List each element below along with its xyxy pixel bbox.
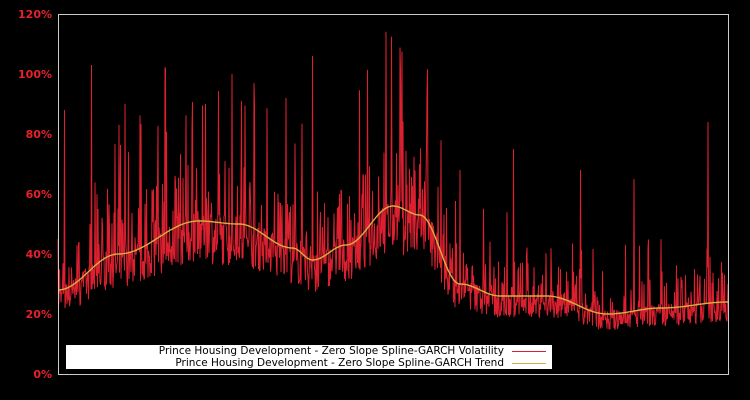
y-tick-label: 60% — [25, 188, 52, 201]
legend-label-volatility: Prince Housing Development - Zero Slope … — [158, 345, 504, 357]
trend-series — [57, 205, 728, 315]
y-tick-label: 40% — [25, 248, 52, 261]
volatility-line — [57, 31, 729, 330]
y-tick-label: 20% — [25, 308, 52, 321]
plot-frame — [58, 14, 729, 375]
y-tick-label: 120% — [18, 8, 52, 21]
legend-swatch-trend — [512, 363, 546, 364]
volatility-series — [57, 31, 729, 330]
chart-legend: Prince Housing Development - Zero Slope … — [66, 345, 552, 369]
legend-label-trend: Prince Housing Development - Zero Slope … — [175, 357, 504, 369]
y-tick-label: 80% — [25, 128, 52, 141]
y-tick-label: 0% — [33, 368, 52, 381]
y-tick-label: 100% — [18, 68, 52, 81]
legend-swatch-volatility — [512, 351, 546, 352]
